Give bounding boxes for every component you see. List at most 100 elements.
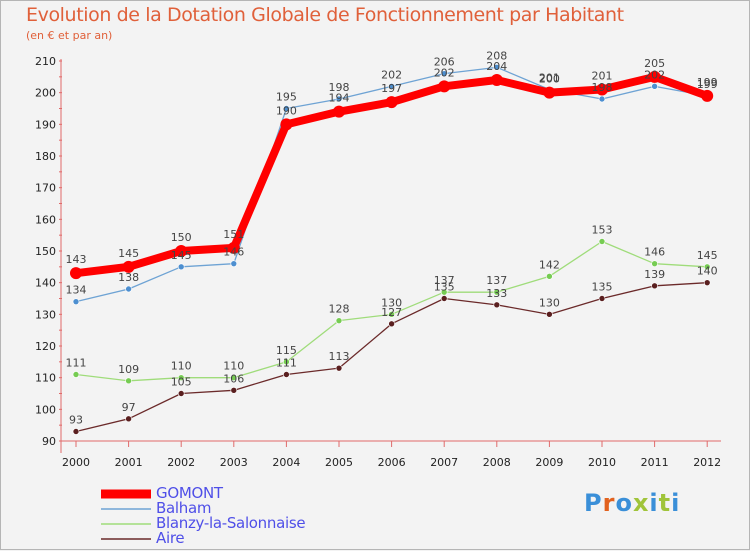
data-label-gomont: 150 [171,231,192,244]
data-label-balham: 134 [66,284,87,297]
data-label-blanzy-la-salonnaise: 128 [329,303,350,316]
data-label-balham: 202 [644,68,665,81]
data-point-gomont [175,245,188,257]
data-point-gomont [280,118,293,131]
data-label-gomont: 143 [66,253,87,266]
x-tick-label: 2007 [430,456,458,469]
data-point-blanzy-la-salonnaise [546,273,553,280]
data-point-aire [388,320,395,328]
y-tick-label: 100 [35,403,56,416]
data-label-aire: 105 [171,376,192,389]
data-label-aire: 111 [276,357,297,370]
data-point-balham [283,105,290,112]
data-label-balham: 145 [171,249,192,262]
data-point-balham [651,83,658,90]
data-point-balham [598,95,606,103]
data-label-balham: 138 [118,271,139,284]
data-point-blanzy-la-salonnaise [230,374,238,381]
data-label-blanzy-la-salonnaise: 110 [223,360,244,373]
data-point-gomont [438,80,451,93]
data-label-blanzy-la-salonnaise: 146 [644,246,665,259]
data-label-blanzy-la-salonnaise: 142 [539,258,560,271]
data-label-balham: 201 [539,72,560,85]
x-tick-label: 2010 [588,456,616,469]
brand-letter: i [671,489,681,517]
x-tick-label: 2012 [693,456,721,469]
data-label-gomont: 194 [329,92,350,105]
data-label-aire: 140 [697,265,718,278]
y-tick-label: 200 [35,87,56,100]
data-label-gomont: 202 [434,66,455,79]
legend-entry: Aire [156,529,185,547]
data-label-blanzy-la-salonnaise: 137 [434,274,455,287]
data-point-balham [388,83,395,90]
data-point-aire [335,364,343,372]
x-tick-label: 2011 [641,456,669,469]
data-label-gomont: 200 [539,73,560,86]
data-label-balham: 202 [381,68,402,81]
data-label-balham: 195 [276,91,297,104]
data-point-blanzy-la-salonnaise [177,374,185,381]
data-point-blanzy-la-salonnaise [440,288,448,296]
data-label-balham: 198 [592,81,613,94]
data-point-aire [651,282,658,290]
data-point-aire [493,301,501,309]
x-tick-label: 2006 [378,456,406,469]
brand-letter: P [584,489,603,517]
data-point-blanzy-la-salonnaise [388,311,395,318]
data-label-balham: 199 [697,78,718,91]
data-point-balham [177,263,185,271]
data-point-aire [703,279,711,286]
data-point-gomont [648,70,661,83]
legend-entry: Blanzy-la-Salonnaise [156,514,306,532]
data-label-gomont: 197 [381,82,402,95]
brand-letter: i [649,489,659,517]
data-point-gomont [385,96,398,109]
data-label-blanzy-la-salonnaise: 115 [276,344,297,357]
data-point-aire [546,311,553,318]
data-label-aire: 106 [223,372,244,385]
data-label-aire: 97 [122,401,136,414]
data-point-gomont [701,89,714,102]
x-tick-label: 2005 [325,456,353,469]
data-point-aire [598,295,606,302]
data-point-blanzy-la-salonnaise [493,288,501,296]
data-label-blanzy-la-salonnaise: 109 [118,363,139,376]
data-point-blanzy-la-salonnaise [651,260,658,267]
data-point-aire [125,415,132,423]
data-label-gomont: 151 [223,228,244,241]
data-point-gomont [227,241,240,254]
data-point-gomont [543,86,556,99]
data-point-aire [230,387,238,394]
x-tick-label: 2004 [272,456,300,469]
data-point-aire [440,295,448,302]
data-point-blanzy-la-salonnaise [283,358,290,366]
y-tick-label: 160 [35,213,56,226]
x-tick-label: 2001 [115,456,143,469]
data-label-aire: 113 [329,350,350,363]
y-tick-label: 130 [35,308,56,321]
y-tick-label: 120 [35,340,56,353]
x-tick-label: 2000 [62,456,90,469]
y-tick-label: 150 [35,245,56,258]
data-label-aire: 135 [434,281,455,294]
y-tick-label: 170 [35,182,56,195]
chart-subtitle: (en € et par an) [26,29,113,42]
data-label-balham: 146 [223,246,244,259]
brand-letter: r [602,489,616,517]
brand-letter: x [632,489,650,517]
data-point-balham [335,95,343,103]
data-label-aire: 139 [644,268,665,281]
data-label-balham: 198 [329,81,350,94]
data-label-aire: 135 [592,281,613,294]
data-point-gomont [596,83,608,96]
data-point-blanzy-la-salonnaise [703,263,711,271]
data-point-balham [230,260,238,267]
data-label-gomont: 199 [697,76,718,89]
data-label-gomont: 205 [644,57,665,70]
data-point-blanzy-la-salonnaise [335,317,343,324]
y-tick-label: 140 [35,277,56,290]
data-point-blanzy-la-salonnaise [125,377,132,385]
